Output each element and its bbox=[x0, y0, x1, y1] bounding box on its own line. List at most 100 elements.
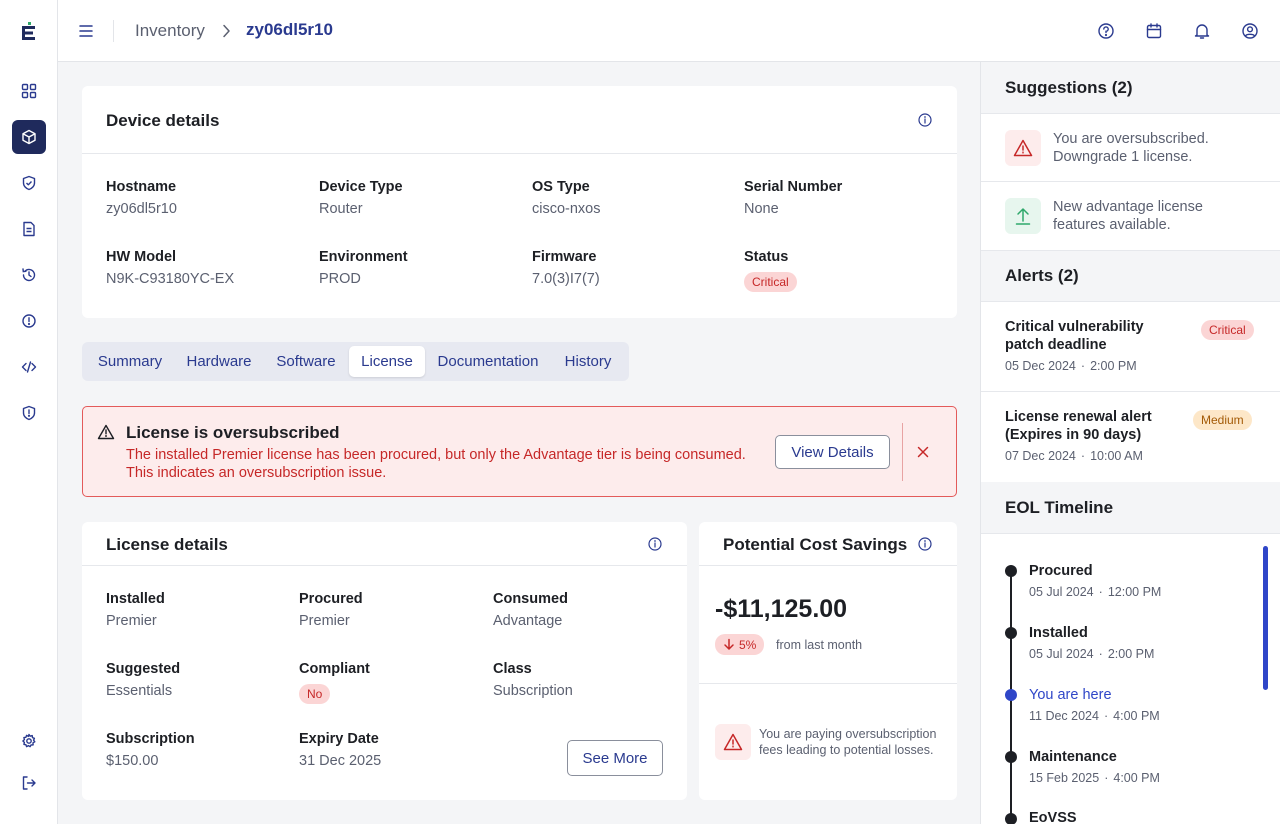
tab-bar: Summary Hardware Software License Docume… bbox=[82, 342, 629, 381]
alert-item-title-line2[interactable]: patch deadline bbox=[1005, 337, 1107, 353]
field-value-hw-model: N9K-C93180YC-EX bbox=[106, 271, 235, 287]
timeline-step-name: Installed bbox=[1029, 625, 1088, 641]
device-details-card bbox=[82, 86, 957, 318]
gear-icon bbox=[22, 733, 36, 748]
brand-e-icon[interactable] bbox=[19, 22, 39, 44]
compliant-badge: No bbox=[299, 684, 331, 704]
chevron-right-icon bbox=[223, 24, 230, 38]
field-value-suggested: Essentials bbox=[106, 683, 173, 699]
info-icon[interactable] bbox=[918, 537, 932, 551]
timeline-dot bbox=[1005, 565, 1017, 577]
nav-history[interactable] bbox=[12, 258, 46, 292]
timeline-scrollbar[interactable] bbox=[1263, 546, 1268, 690]
field-value-consumed: Advantage bbox=[493, 613, 563, 629]
alert-item-title-line1[interactable]: License renewal alert bbox=[1005, 409, 1152, 425]
row-divider bbox=[981, 113, 1280, 114]
change-value: 5% bbox=[739, 637, 757, 652]
tab-documentation[interactable]: Documentation bbox=[437, 353, 539, 370]
timeline-step-date: 05 Jul 2024 · 12:00 PM bbox=[1029, 585, 1162, 599]
timeline-step-date: 11 Dec 2024 · 4:00 PM bbox=[1029, 709, 1160, 723]
user-icon[interactable] bbox=[1241, 22, 1259, 40]
field-label-consumed: Consumed bbox=[493, 591, 568, 607]
nav-alerts[interactable] bbox=[12, 304, 46, 338]
field-value-environment: PROD bbox=[319, 271, 361, 287]
suggestion-icon-tile bbox=[1005, 198, 1041, 234]
row-divider bbox=[981, 533, 1280, 534]
alert-divider bbox=[902, 423, 903, 481]
tab-software[interactable]: Software bbox=[276, 353, 336, 370]
close-icon[interactable] bbox=[917, 446, 929, 458]
top-bar: Inventory zy06dl5r10 bbox=[58, 0, 1280, 62]
left-rail bbox=[0, 0, 58, 824]
suggestion-text-line1: You are oversubscribed. bbox=[1053, 131, 1209, 147]
savings-amount: -$11,125.00 bbox=[715, 595, 848, 623]
warning-icon bbox=[97, 424, 115, 440]
cost-savings-title: Potential Cost Savings bbox=[723, 535, 908, 554]
nav-dashboard[interactable] bbox=[12, 74, 46, 108]
savings-warning-line2: fees leading to potential losses. bbox=[759, 743, 934, 757]
field-value-os-type: cisco-nxos bbox=[532, 201, 601, 217]
warning-icon bbox=[1013, 139, 1033, 157]
card-divider bbox=[699, 565, 957, 566]
bell-icon[interactable] bbox=[1193, 22, 1211, 40]
field-label-installed: Installed bbox=[106, 591, 165, 607]
field-label-procured: Procured bbox=[299, 591, 363, 607]
field-value-firmware: 7.0(3)I7(7) bbox=[532, 271, 600, 287]
device-details-title: Device details bbox=[106, 111, 220, 130]
alert-message-line2: This indicates an oversubscription issue… bbox=[126, 465, 387, 481]
help-icon[interactable] bbox=[1097, 22, 1115, 40]
field-label-os-type: OS Type bbox=[532, 179, 590, 195]
eol-timeline-header: EOL Timeline bbox=[981, 482, 1280, 534]
field-label-serial-number: Serial Number bbox=[744, 179, 843, 195]
card-divider bbox=[82, 565, 687, 566]
tab-summary[interactable]: Summary bbox=[97, 353, 163, 370]
field-label-status: Status bbox=[744, 249, 789, 265]
info-icon[interactable] bbox=[648, 537, 662, 551]
field-label-device-type: Device Type bbox=[319, 179, 403, 195]
field-value-hostname: zy06dl5r10 bbox=[106, 201, 177, 217]
timeline-step-name: Maintenance bbox=[1029, 749, 1117, 765]
breadcrumb-inventory[interactable]: Inventory bbox=[135, 21, 205, 40]
row-divider bbox=[981, 301, 1280, 302]
alert-item-title-line2[interactable]: (Expires in 90 days) bbox=[1005, 427, 1142, 443]
alerts-header: Alerts (2) bbox=[981, 251, 1280, 301]
alert-medium-badge: Medium bbox=[1193, 410, 1252, 430]
nav-settings[interactable] bbox=[12, 724, 46, 758]
nav-security[interactable] bbox=[12, 166, 46, 200]
change-label: from last month bbox=[776, 638, 863, 652]
nav-inventory[interactable] bbox=[12, 120, 46, 154]
tab-license[interactable]: License bbox=[349, 346, 425, 377]
row-divider bbox=[981, 181, 1280, 182]
document-icon bbox=[23, 221, 35, 237]
right-panel bbox=[980, 62, 1280, 824]
timeline-dot-current bbox=[1005, 689, 1017, 701]
nav-compliance[interactable] bbox=[12, 396, 46, 430]
alert-message-line1: The installed Premier license has been p… bbox=[126, 447, 746, 463]
view-details-button[interactable]: View Details bbox=[775, 435, 890, 469]
nav-documents[interactable] bbox=[12, 212, 46, 246]
info-icon[interactable] bbox=[918, 113, 932, 127]
tab-hardware[interactable]: Hardware bbox=[186, 353, 252, 370]
code-icon bbox=[21, 361, 37, 373]
nav-code[interactable] bbox=[12, 350, 46, 384]
field-label-compliant: Compliant bbox=[299, 661, 370, 677]
warning-icon-tile bbox=[715, 724, 751, 760]
calendar-icon[interactable] bbox=[1145, 22, 1163, 40]
alert-item-title-line1[interactable]: Critical vulnerability bbox=[1005, 319, 1144, 335]
field-label-subscription: Subscription bbox=[106, 731, 195, 747]
nav-logout[interactable] bbox=[12, 766, 46, 800]
row-divider bbox=[981, 250, 1280, 251]
field-value-device-type: Router bbox=[319, 201, 363, 217]
timeline-step-name: Procured bbox=[1029, 563, 1093, 579]
hamburger-icon[interactable] bbox=[78, 22, 94, 40]
field-label-expiry-date: Expiry Date bbox=[299, 731, 379, 747]
toolbar-divider bbox=[113, 20, 114, 42]
card-divider bbox=[82, 153, 957, 154]
see-more-button[interactable]: See More bbox=[567, 740, 663, 776]
field-label-class: Class bbox=[493, 661, 532, 677]
field-value-class: Subscription bbox=[493, 683, 573, 699]
shield-check-icon bbox=[22, 175, 36, 191]
suggestion-text-line2: features available. bbox=[1053, 217, 1171, 233]
logout-icon bbox=[22, 776, 36, 790]
tab-history[interactable]: History bbox=[564, 353, 612, 370]
